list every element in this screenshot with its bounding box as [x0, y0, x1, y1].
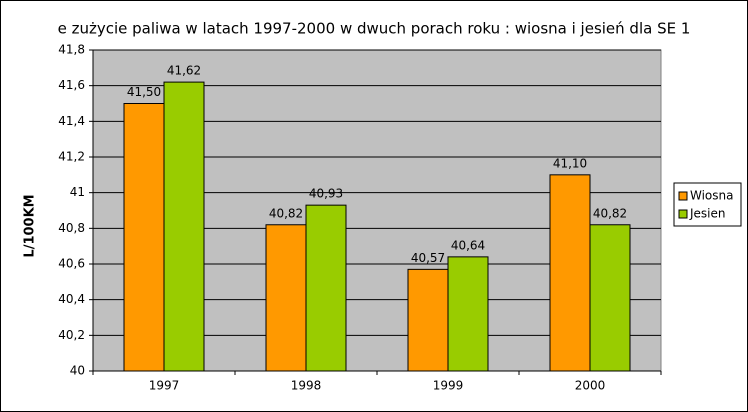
bar — [123, 103, 165, 372]
bar — [163, 81, 205, 372]
value-label: 40,93 — [309, 187, 343, 201]
value-label: 40,82 — [593, 206, 627, 220]
legend-swatch — [678, 191, 688, 201]
y-tick-label: 40,6 — [58, 257, 85, 271]
x-tick-label: 1999 — [433, 379, 464, 393]
legend-label: Wiosna — [690, 189, 734, 203]
value-label: 41,62 — [167, 64, 201, 78]
bar — [407, 268, 449, 372]
x-tick-label: 1998 — [291, 379, 322, 393]
y-tick-label: 41,4 — [58, 114, 85, 128]
bar — [447, 256, 489, 372]
legend — [673, 182, 742, 227]
chart-title: e zużycie paliwa w latach 1997-2000 w dw… — [58, 20, 691, 38]
bar — [549, 174, 591, 372]
value-label: 41,10 — [553, 156, 587, 170]
y-axis-title: L/100KM — [23, 194, 38, 257]
bar — [265, 224, 307, 372]
y-tick-label: 40 — [70, 364, 85, 378]
value-label: 41,50 — [127, 85, 161, 99]
x-tick-label: 1997 — [149, 379, 180, 393]
value-label: 40,64 — [451, 238, 485, 252]
y-tick-label: 40,8 — [58, 221, 85, 235]
legend-swatch — [678, 209, 688, 219]
x-tick-label: 2000 — [575, 379, 606, 393]
y-tick-label: 41,6 — [58, 78, 85, 92]
y-tick-label: 41 — [70, 185, 85, 199]
y-tick-label: 41,2 — [58, 150, 85, 164]
y-tick-label: 41,8 — [58, 43, 85, 57]
bar — [589, 224, 631, 372]
value-label: 40,82 — [269, 206, 303, 220]
y-tick-label: 40,4 — [58, 292, 85, 306]
value-label: 40,57 — [411, 251, 445, 265]
legend-label: Jesien — [689, 207, 726, 221]
bar — [305, 204, 347, 372]
y-tick-label: 40,2 — [58, 328, 85, 342]
